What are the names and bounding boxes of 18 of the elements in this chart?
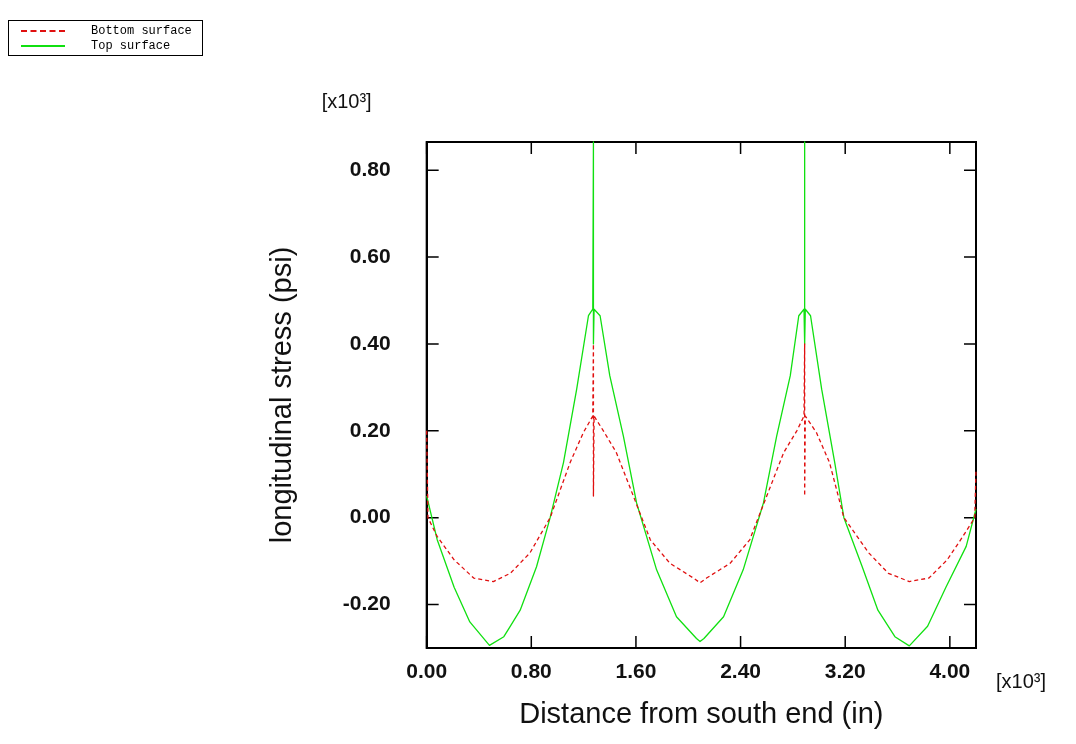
x-tick-label: 2.40	[720, 659, 762, 683]
y-tick-label: 0.40	[349, 330, 391, 354]
x-tick-label: 3.20	[824, 659, 866, 683]
y-tick-label: 0.00	[349, 504, 391, 528]
y-tick-label: 0.80	[349, 157, 391, 181]
y-tick-label: -0.20	[342, 591, 391, 615]
text: [x10³]	[996, 670, 1047, 693]
y-tick-label: 0.20	[349, 417, 391, 441]
x-tick-label: 1.60	[615, 659, 657, 683]
y-axis-title: longitudinal stress (psi)	[265, 246, 298, 544]
legend-label: Top surface	[91, 38, 171, 53]
x-tick-label: 4.00	[929, 659, 971, 683]
legend-label: Bottom surface	[91, 23, 192, 38]
text: [x10³]	[321, 90, 372, 113]
x-tick-label: 0.00	[406, 659, 448, 683]
x-tick-label: 0.80	[510, 659, 552, 683]
y-tick-label: 0.60	[349, 243, 391, 267]
x-axis-title: Distance from south end (in)	[519, 696, 884, 729]
